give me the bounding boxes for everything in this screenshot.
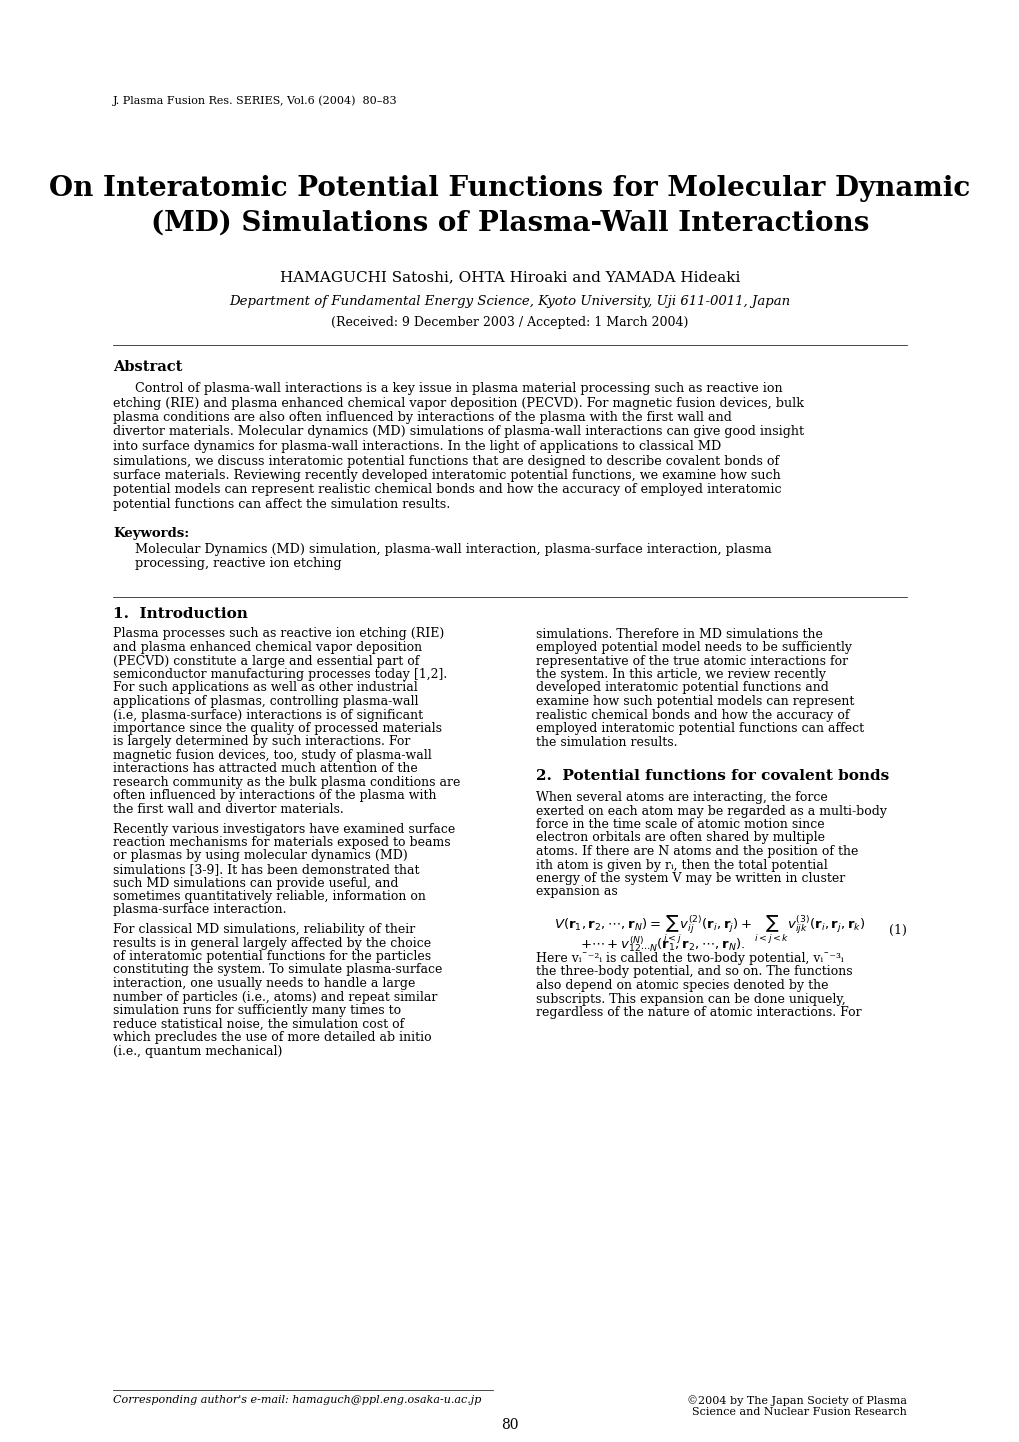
- Text: For such applications as well as other industrial: For such applications as well as other i…: [113, 682, 418, 695]
- Text: semiconductor manufacturing processes today [1,2].: semiconductor manufacturing processes to…: [113, 668, 447, 681]
- Text: 1.  Introduction: 1. Introduction: [113, 607, 248, 620]
- Text: simulations, we discuss interatomic potential functions that are designed to des: simulations, we discuss interatomic pote…: [113, 454, 779, 467]
- Text: energy of the system V may be written in cluster: energy of the system V may be written in…: [536, 872, 845, 885]
- Text: sometimes quantitatively reliable, information on: sometimes quantitatively reliable, infor…: [113, 890, 426, 903]
- Text: realistic chemical bonds and how the accuracy of: realistic chemical bonds and how the acc…: [536, 708, 849, 721]
- Text: expansion as: expansion as: [536, 885, 618, 898]
- Text: (Received: 9 December 2003 / Accepted: 1 March 2004): (Received: 9 December 2003 / Accepted: 1…: [331, 316, 688, 329]
- Text: processing, reactive ion etching: processing, reactive ion etching: [135, 558, 341, 571]
- Text: For classical MD simulations, reliability of their: For classical MD simulations, reliabilit…: [113, 923, 415, 936]
- Text: which precludes the use of more detailed ab initio: which precludes the use of more detailed…: [113, 1031, 431, 1044]
- Text: interactions has attracted much attention of the: interactions has attracted much attentio…: [113, 763, 418, 776]
- Text: applications of plasmas, controlling plasma-wall: applications of plasmas, controlling pla…: [113, 695, 419, 708]
- Text: Plasma processes such as reactive ion etching (RIE): Plasma processes such as reactive ion et…: [113, 627, 444, 640]
- Text: (1): (1): [888, 924, 906, 937]
- Text: into surface dynamics for plasma-wall interactions. In the light of applications: into surface dynamics for plasma-wall in…: [113, 440, 720, 453]
- Text: examine how such potential models can represent: examine how such potential models can re…: [536, 695, 854, 708]
- Text: magnetic fusion devices, too, study of plasma-wall: magnetic fusion devices, too, study of p…: [113, 748, 432, 761]
- Text: or plasmas by using molecular dynamics (MD): or plasmas by using molecular dynamics (…: [113, 849, 408, 862]
- Text: exerted on each atom may be regarded as a multi-body: exerted on each atom may be regarded as …: [536, 805, 887, 818]
- Text: plasma-surface interaction.: plasma-surface interaction.: [113, 904, 286, 917]
- Text: Control of plasma-wall interactions is a key issue in plasma material processing: Control of plasma-wall interactions is a…: [135, 382, 782, 395]
- Text: surface materials. Reviewing recently developed interatomic potential functions,: surface materials. Reviewing recently de…: [113, 469, 781, 482]
- Text: Corresponding author's e-mail: hamaguch@ppl.eng.osaka-u.ac.jp: Corresponding author's e-mail: hamaguch@…: [113, 1394, 481, 1405]
- Text: developed interatomic potential functions and: developed interatomic potential function…: [536, 682, 828, 695]
- Text: such MD simulations can provide useful, and: such MD simulations can provide useful, …: [113, 877, 398, 890]
- Text: often influenced by interactions of the plasma with: often influenced by interactions of the …: [113, 790, 436, 803]
- Text: reaction mechanisms for materials exposed to beams: reaction mechanisms for materials expose…: [113, 836, 450, 849]
- Text: is largely determined by such interactions. For: is largely determined by such interactio…: [113, 735, 411, 748]
- Text: Molecular Dynamics (MD) simulation, plasma-wall interaction, plasma-surface inte: Molecular Dynamics (MD) simulation, plas…: [135, 544, 771, 557]
- Text: atoms. If there are N atoms and the position of the: atoms. If there are N atoms and the posi…: [536, 845, 858, 858]
- Text: divertor materials. Molecular dynamics (MD) simulations of plasma-wall interacti: divertor materials. Molecular dynamics (…: [113, 425, 804, 438]
- Text: (MD) Simulations of Plasma-Wall Interactions: (MD) Simulations of Plasma-Wall Interact…: [151, 211, 868, 236]
- Text: the first wall and divertor materials.: the first wall and divertor materials.: [113, 803, 343, 816]
- Text: On Interatomic Potential Functions for Molecular Dynamic: On Interatomic Potential Functions for M…: [49, 174, 970, 202]
- Text: results is in general largely affected by the choice: results is in general largely affected b…: [113, 936, 431, 949]
- Text: of interatomic potential functions for the particles: of interatomic potential functions for t…: [113, 950, 431, 963]
- Text: potential functions can affect the simulation results.: potential functions can affect the simul…: [113, 497, 450, 510]
- Text: simulations. Therefore in MD simulations the: simulations. Therefore in MD simulations…: [536, 627, 822, 640]
- Text: employed potential model needs to be sufficiently: employed potential model needs to be suf…: [536, 642, 851, 655]
- Text: (PECVD) constitute a large and essential part of: (PECVD) constitute a large and essential…: [113, 655, 419, 668]
- Text: $+\cdots+v_{12\cdots N}^{(N)}(\mathbf{r}_1,\mathbf{r}_2,\cdots,\mathbf{r}_N).$: $+\cdots+v_{12\cdots N}^{(N)}(\mathbf{r}…: [579, 934, 744, 953]
- Text: force in the time scale of atomic motion since: force in the time scale of atomic motion…: [536, 818, 824, 831]
- Text: Abstract: Abstract: [113, 360, 182, 373]
- Text: employed interatomic potential functions can affect: employed interatomic potential functions…: [536, 722, 863, 735]
- Text: regardless of the nature of atomic interactions. For: regardless of the nature of atomic inter…: [536, 1007, 861, 1019]
- Text: and plasma enhanced chemical vapor deposition: and plasma enhanced chemical vapor depos…: [113, 642, 422, 655]
- Text: ith atom is given by rᵢ, then the total potential: ith atom is given by rᵢ, then the total …: [536, 858, 827, 871]
- Text: 80: 80: [500, 1417, 519, 1432]
- Text: Recently various investigators have examined surface: Recently various investigators have exam…: [113, 822, 455, 835]
- Text: reduce statistical noise, the simulation cost of: reduce statistical noise, the simulation…: [113, 1018, 405, 1031]
- Text: electron orbitals are often shared by multiple: electron orbitals are often shared by mu…: [536, 832, 824, 845]
- Text: HAMAGUCHI Satoshi, OHTA Hiroaki and YAMADA Hideaki: HAMAGUCHI Satoshi, OHTA Hiroaki and YAMA…: [279, 270, 740, 284]
- Text: When several atoms are interacting, the force: When several atoms are interacting, the …: [536, 792, 827, 805]
- Text: ©2004 by The Japan Society of Plasma
Science and Nuclear Fusion Research: ©2004 by The Japan Society of Plasma Sci…: [686, 1394, 906, 1417]
- Text: 2.  Potential functions for covalent bonds: 2. Potential functions for covalent bond…: [536, 769, 889, 783]
- Text: J. Plasma Fusion Res. SERIES, Vol.6 (2004)  80–83: J. Plasma Fusion Res. SERIES, Vol.6 (200…: [113, 95, 397, 105]
- Text: (i.e., quantum mechanical): (i.e., quantum mechanical): [113, 1044, 282, 1057]
- Text: the system. In this article, we review recently: the system. In this article, we review r…: [536, 668, 825, 681]
- Text: etching (RIE) and plasma enhanced chemical vapor deposition (PECVD). For magneti: etching (RIE) and plasma enhanced chemic…: [113, 397, 804, 410]
- Text: Department of Fundamental Energy Science, Kyoto University, Uji 611-0011, Japan: Department of Fundamental Energy Science…: [229, 296, 790, 309]
- Text: interaction, one usually needs to handle a large: interaction, one usually needs to handle…: [113, 978, 416, 991]
- Text: representative of the true atomic interactions for: representative of the true atomic intera…: [536, 655, 848, 668]
- Text: the simulation results.: the simulation results.: [536, 735, 677, 748]
- Text: plasma conditions are also often influenced by interactions of the plasma with t: plasma conditions are also often influen…: [113, 411, 732, 424]
- Text: simulation runs for sufficiently many times to: simulation runs for sufficiently many ti…: [113, 1004, 401, 1017]
- Text: potential models can represent realistic chemical bonds and how the accuracy of : potential models can represent realistic…: [113, 483, 782, 496]
- Text: also depend on atomic species denoted by the: also depend on atomic species denoted by…: [536, 979, 827, 992]
- Text: the three-body potential, and so on. The functions: the three-body potential, and so on. The…: [536, 966, 852, 979]
- Text: Keywords:: Keywords:: [113, 528, 190, 541]
- Text: subscripts. This expansion can be done uniquely,: subscripts. This expansion can be done u…: [536, 992, 845, 1005]
- Text: (i.e, plasma-surface) interactions is of significant: (i.e, plasma-surface) interactions is of…: [113, 708, 423, 721]
- Text: number of particles (i.e., atoms) and repeat similar: number of particles (i.e., atoms) and re…: [113, 991, 437, 1004]
- Text: importance since the quality of processed materials: importance since the quality of processe…: [113, 722, 442, 735]
- Text: constituting the system. To simulate plasma-surface: constituting the system. To simulate pla…: [113, 963, 442, 976]
- Text: $V(\mathbf{r}_1,\mathbf{r}_2,\cdots,\mathbf{r}_N)= \sum_{i<j} v_{ij}^{(2)}(\math: $V(\mathbf{r}_1,\mathbf{r}_2,\cdots,\mat…: [553, 914, 864, 946]
- Text: simulations [3-9]. It has been demonstrated that: simulations [3-9]. It has been demonstra…: [113, 862, 420, 875]
- Text: research community as the bulk plasma conditions are: research community as the bulk plasma co…: [113, 776, 461, 789]
- Text: Here vᵢˉ⁻²ᵢ is called the two-body potential, vᵢˉ⁻³ᵢ: Here vᵢˉ⁻²ᵢ is called the two-body poten…: [536, 952, 843, 965]
